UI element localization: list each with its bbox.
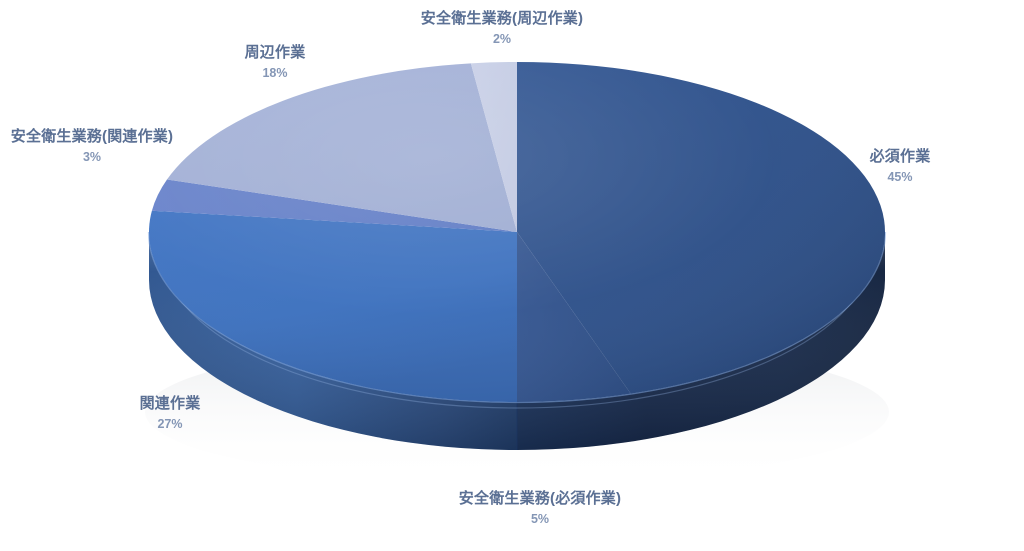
pie-label-anzen-shuhen: 安全衛生業務(周辺作業) 2% bbox=[382, 10, 622, 47]
pie-label-name: 安全衛生業務(必須作業) bbox=[458, 490, 622, 507]
pie-label-anzen-kanren: 安全衛生業務(関連作業) 3% bbox=[0, 128, 192, 165]
pie-label-percent: 18% bbox=[262, 65, 288, 80]
pie-label-name: 必須作業 bbox=[869, 148, 931, 165]
pie-label-name: 周辺作業 bbox=[244, 44, 306, 61]
pie-label-percent: 45% bbox=[887, 169, 913, 184]
pie-label-kanren-sagyou: 関連作業 27% bbox=[90, 395, 250, 432]
rim-highlight-inner bbox=[160, 247, 874, 409]
top-face-sheen bbox=[149, 62, 885, 402]
pie-label-percent: 3% bbox=[82, 149, 102, 164]
pie-label-hissu-sagyou: 必須作業 45% bbox=[820, 148, 980, 185]
pie-label-percent: 27% bbox=[157, 416, 183, 431]
pie-label-name: 関連作業 bbox=[139, 395, 201, 412]
side-wall-shading bbox=[149, 232, 885, 450]
pie-label-shuhen-sagyou: 周辺作業 18% bbox=[205, 44, 345, 81]
pie-label-percent: 5% bbox=[530, 511, 550, 526]
pie-label-name: 安全衛生業務(周辺作業) bbox=[420, 10, 584, 27]
pie-label-percent: 2% bbox=[492, 31, 512, 46]
pie-label-name: 安全衛生業務(関連作業) bbox=[10, 128, 174, 145]
pie-label-anzen-hissu: 安全衛生業務(必須作業) 5% bbox=[430, 490, 650, 527]
pie-top-face bbox=[148, 62, 886, 403]
